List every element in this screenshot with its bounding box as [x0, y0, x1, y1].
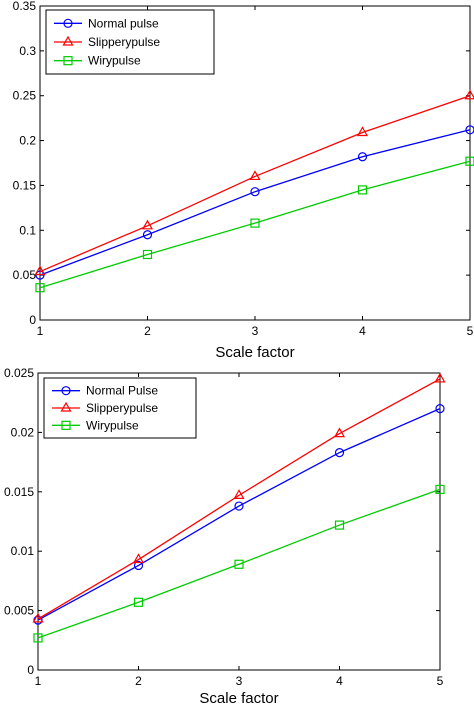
data-point: [35, 283, 45, 293]
legend-marker: [62, 35, 74, 46]
y-tick-label: 0.015: [4, 485, 34, 499]
legend-label: Wirypulse: [86, 418, 139, 432]
legend-label: Wirypulse: [88, 54, 141, 68]
series-line: [37, 408, 441, 621]
y-tick-label: 0.35: [13, 0, 37, 13]
y-tick-label: 0.05: [13, 268, 37, 282]
x-tick-label: 4: [336, 674, 343, 688]
y-tick-label: 0.15: [13, 178, 37, 192]
data-point: [434, 372, 446, 383]
legend-marker: [63, 56, 73, 66]
x-tick-label: 5: [437, 674, 444, 688]
data-point: [435, 404, 445, 414]
data-point: [132, 553, 145, 564]
series-line: [39, 160, 471, 289]
x-tick-label: 5: [467, 324, 474, 338]
data-point: [233, 489, 245, 499]
data-point: [333, 427, 346, 438]
series-line: [39, 95, 471, 273]
y-tick-label: 0: [27, 663, 34, 677]
legend: Normal pulse Slipperypulse Wirypulse: [45, 9, 215, 75]
data-point: [34, 265, 46, 276]
legend-marker: [61, 386, 71, 396]
x-tick-label: 3: [236, 674, 243, 688]
legend-label: Slipperypulse: [86, 401, 158, 415]
x-tick-label: 1: [37, 324, 44, 338]
series-3: [35, 156, 474, 293]
series-3: [33, 484, 445, 643]
chart-panel-1: 1 2 3 4 5 0 0.05 0.1 0.15 0.2 0.25 0.3 0.35 Scale fac…: [13, 0, 474, 361]
data-point: [334, 447, 345, 458]
data-point: [234, 501, 244, 511]
data-point: [464, 89, 474, 100]
y-tick-label: 0: [29, 313, 36, 327]
x-tick-label: 3: [252, 324, 259, 338]
legend-marker: [60, 401, 72, 412]
data-point: [33, 633, 43, 643]
x-tick-label: 4: [359, 324, 366, 338]
y-tick-label: 0.25: [13, 89, 37, 103]
y-tick-label: 0.025: [4, 366, 34, 380]
data-point: [465, 125, 474, 135]
y-tick-label: 0.3: [19, 44, 36, 58]
data-point: [356, 126, 369, 137]
series-line: [37, 378, 441, 620]
data-point: [334, 520, 345, 530]
data-point: [142, 230, 153, 240]
data-point: [357, 185, 368, 195]
y-tick-label: 0.02: [11, 425, 35, 439]
x-tick-label: 1: [35, 674, 42, 688]
data-point: [32, 612, 44, 623]
series-line: [39, 129, 471, 276]
chart-panel-2: 1 2 3 4 5 0 0.005 0.01 0.015 0.02 0.025 Scale facto…: [4, 366, 446, 704]
data-point: [357, 152, 368, 162]
series-line: [37, 488, 441, 639]
x-axis-title: Scale factor: [215, 344, 294, 361]
x-tick-label: 2: [144, 324, 151, 338]
data-point: [234, 559, 244, 569]
y-tick-label: 0.2: [19, 134, 36, 148]
legend: Normal Pulse Slipperypulse Wirypulse: [43, 377, 197, 439]
legend-label: Slipperypulse: [88, 35, 160, 49]
legend-label: Normal pulse: [88, 16, 159, 30]
y-tick-label: 0.01: [11, 544, 35, 558]
series-2: [32, 372, 446, 623]
x-tick-label: 2: [135, 674, 142, 688]
data-point: [133, 560, 144, 571]
y-tick-label: 0.1: [19, 223, 36, 237]
y-tick-label: 0.005: [4, 604, 34, 618]
data-point: [465, 156, 474, 166]
data-point: [142, 249, 153, 260]
data-point: [435, 484, 445, 495]
data-point: [133, 597, 144, 607]
data-point: [250, 187, 260, 197]
x-axis-title: Scale factor: [199, 690, 278, 704]
data-point: [250, 218, 260, 228]
series-2: [34, 89, 474, 276]
data-point: [249, 170, 261, 181]
legend-label: Normal Pulse: [86, 384, 158, 398]
legend-marker: [61, 420, 71, 430]
series-1: [33, 404, 445, 625]
data-point: [141, 219, 154, 230]
legend-marker: [63, 18, 73, 28]
